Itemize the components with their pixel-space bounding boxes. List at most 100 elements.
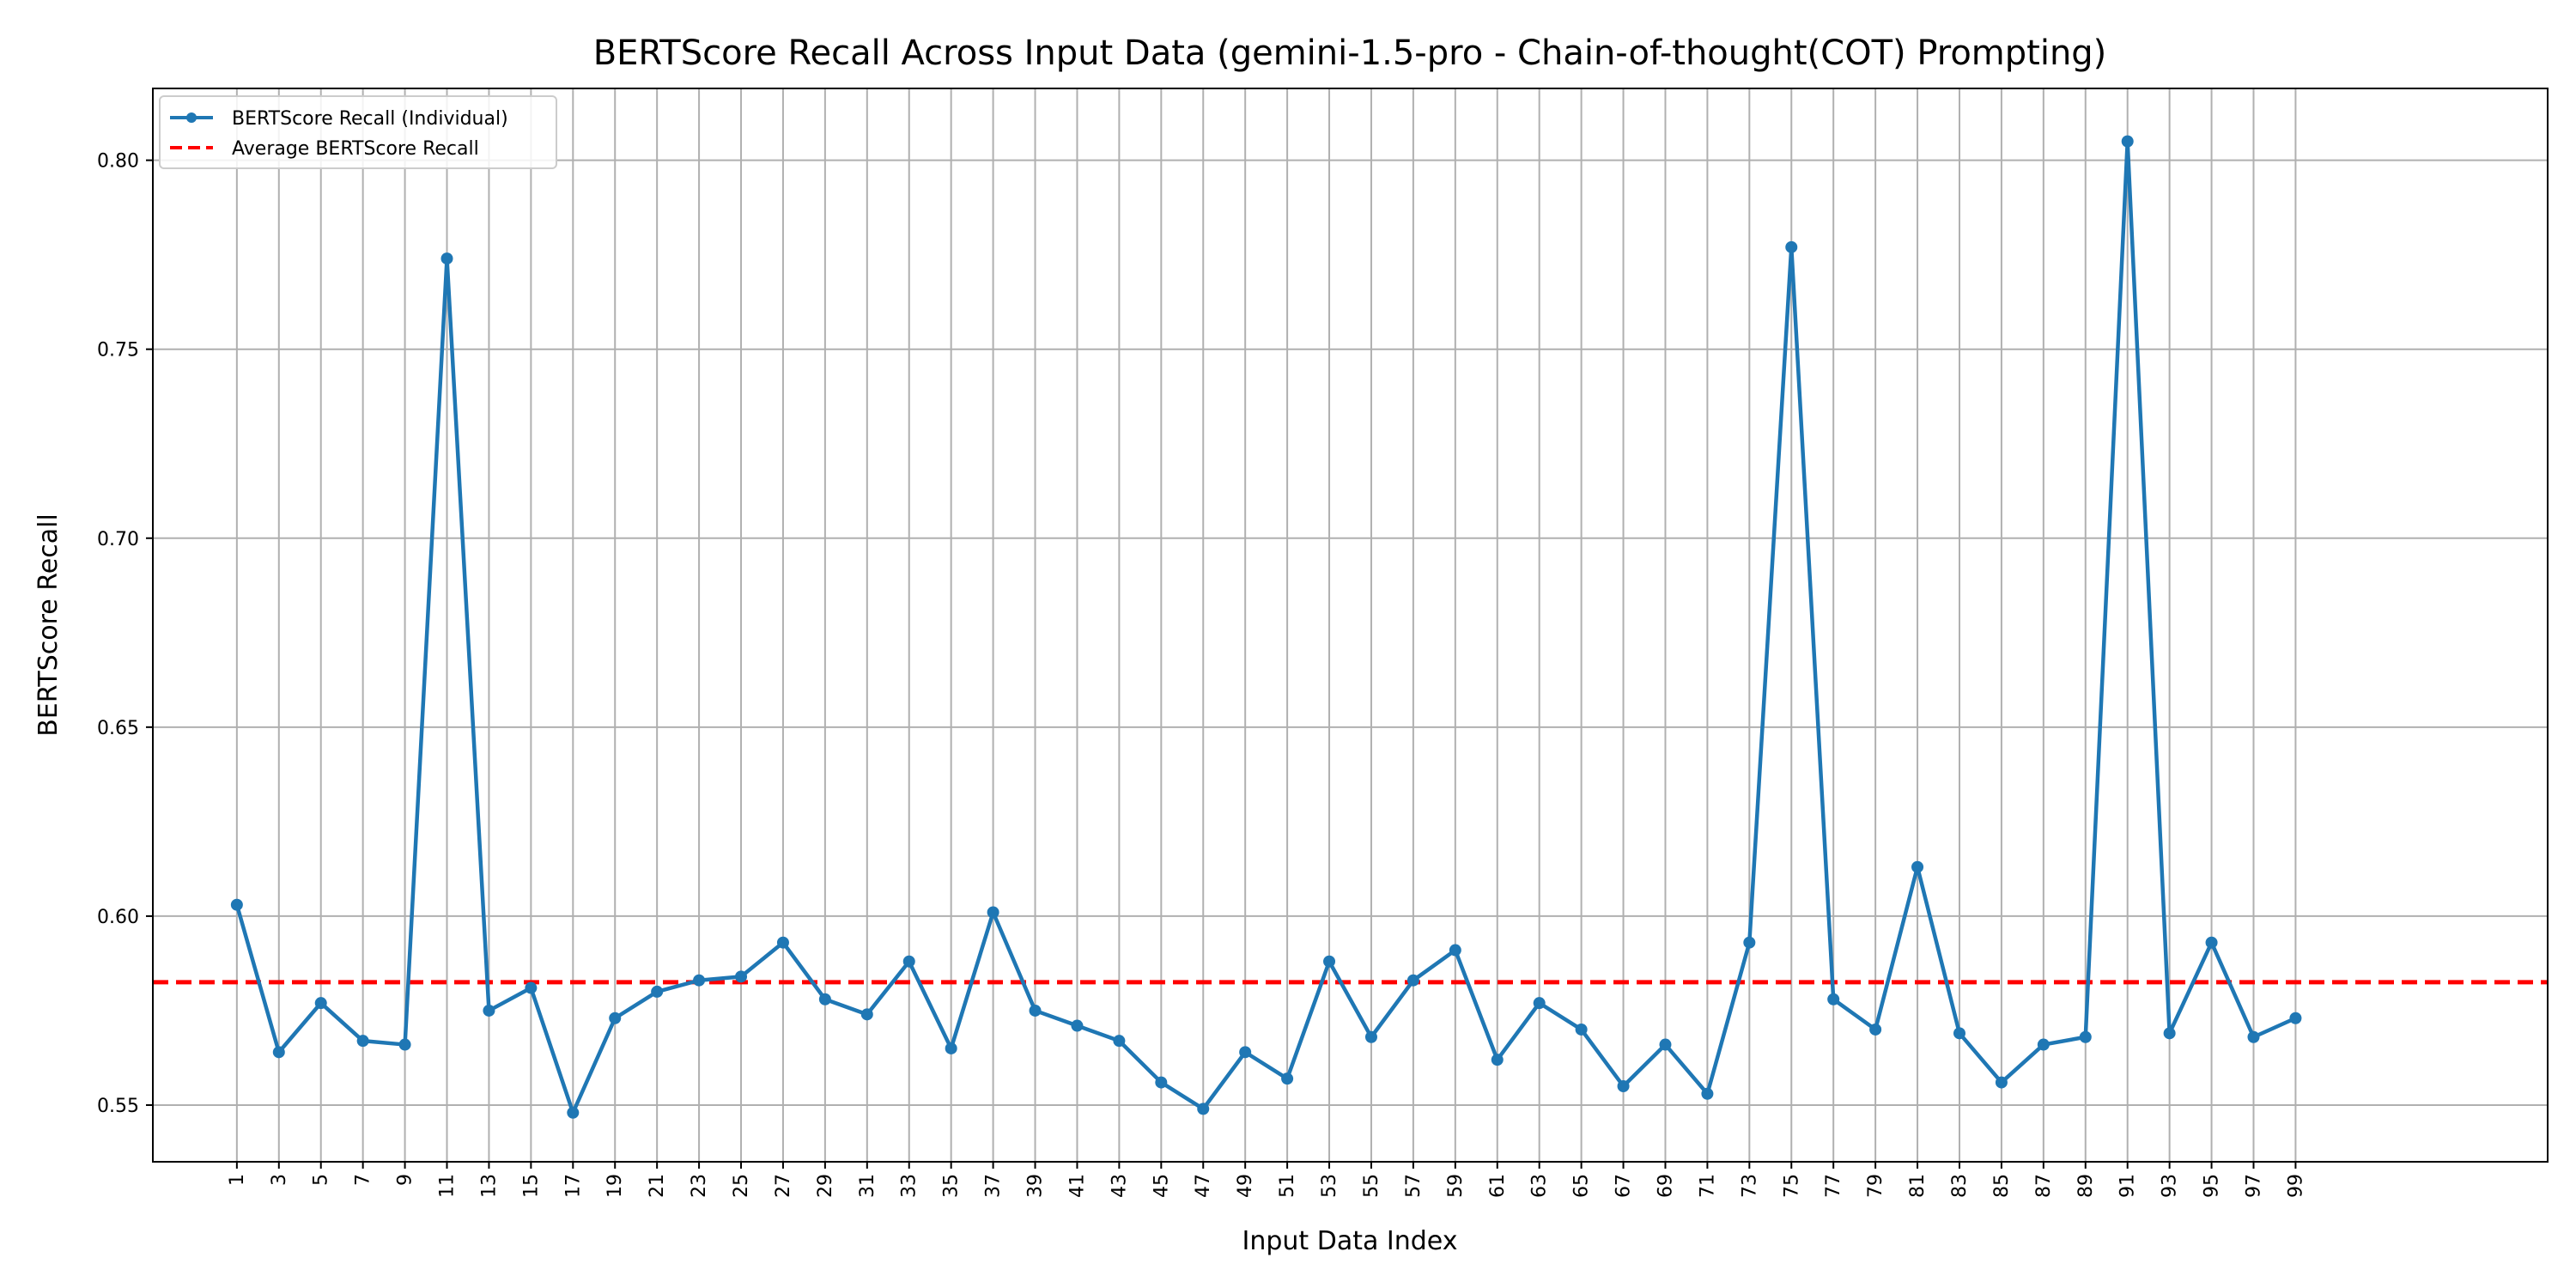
x-tick-label: 13	[478, 1174, 500, 1198]
y-axis-ticks: 0.55 0.60 0.65 0.70 0.75 0.80	[97, 151, 153, 1117]
x-tick-label: 21	[647, 1174, 668, 1198]
data-point	[1701, 1087, 1714, 1100]
x-tick-label: 11	[437, 1174, 459, 1198]
x-tick-label: 3	[269, 1174, 290, 1186]
x-tick-label: 7	[353, 1174, 374, 1186]
data-point	[1533, 997, 1546, 1010]
x-tick-label: 17	[562, 1174, 584, 1198]
x-tick-label: 69	[1655, 1174, 1676, 1198]
x-tick-label: 35	[941, 1174, 963, 1198]
legend-marker-individual	[186, 112, 197, 123]
y-tick-label: 0.60	[97, 907, 139, 928]
x-tick-label: 61	[1487, 1174, 1509, 1198]
x-tick-label: 71	[1697, 1174, 1718, 1198]
x-tick-label: 85	[1991, 1174, 2013, 1198]
x-tick-label: 67	[1613, 1174, 1635, 1198]
data-point	[1071, 1019, 1084, 1032]
plot-frame	[152, 88, 2549, 1163]
data-point	[1617, 1079, 1630, 1092]
x-tick-label: 65	[1571, 1174, 1593, 1198]
y-tick-label: 0.70	[97, 529, 139, 550]
data-point	[2205, 936, 2218, 949]
x-tick-label: 57	[1403, 1174, 1425, 1198]
data-point	[693, 974, 706, 987]
x-tick-label: 47	[1193, 1174, 1214, 1198]
data-point	[1406, 974, 1419, 987]
x-tick-label: 41	[1066, 1174, 1088, 1198]
x-tick-label: 89	[2075, 1174, 2097, 1198]
x-axis-ticks: 1 3 5 7 9 11 13 15 17 19 21 23 25 27 29 31 33 35 37 39 41 43 4…	[227, 1162, 2306, 1198]
data-point	[440, 252, 453, 265]
x-tick-label: 27	[773, 1174, 794, 1198]
x-axis-label: Input Data Index	[1242, 1226, 1458, 1256]
data-point	[1364, 1030, 1377, 1043]
x-tick-label: 97	[2243, 1174, 2264, 1198]
data-point	[1995, 1076, 2008, 1089]
y-tick-label: 0.55	[97, 1096, 139, 1117]
data-point	[1029, 1004, 1042, 1017]
x-tick-label: 63	[1529, 1174, 1551, 1198]
data-point	[945, 1042, 957, 1054]
data-point	[567, 1106, 580, 1119]
data-point	[902, 955, 915, 968]
x-tick-label: 73	[1739, 1174, 1760, 1198]
data-point	[1491, 1054, 1504, 1066]
data-point	[860, 1008, 873, 1021]
data-point	[1323, 955, 1336, 968]
data-point	[525, 981, 538, 994]
data-point	[1911, 860, 1924, 873]
x-tick-label: 37	[983, 1174, 1005, 1198]
x-tick-label: 99	[2285, 1174, 2306, 1198]
data-point	[735, 970, 748, 983]
legend-label-average: Average BERTScore Recall	[232, 138, 479, 160]
x-tick-label: 83	[1949, 1174, 1971, 1198]
data-point	[651, 985, 664, 998]
data-point	[398, 1038, 411, 1051]
data-point	[1659, 1038, 1672, 1051]
x-tick-label: 95	[2202, 1174, 2223, 1198]
x-tick-label: 49	[1235, 1174, 1256, 1198]
x-tick-label: 75	[1781, 1174, 1802, 1198]
y-axis-label: BERTScore Recall	[33, 513, 64, 737]
data-point	[1449, 944, 1461, 957]
chart-title: BERTScore Recall Across Input Data (gemi…	[593, 33, 2107, 73]
data-point	[987, 906, 999, 919]
data-point	[818, 993, 831, 1005]
data-point	[1197, 1103, 1210, 1115]
legend-label-individual: BERTScore Recall (Individual)	[232, 108, 508, 130]
x-tick-label: 93	[2160, 1174, 2181, 1198]
x-tick-label: 51	[1277, 1174, 1298, 1198]
x-tick-label: 91	[2117, 1174, 2139, 1198]
y-tick-label: 0.80	[97, 151, 139, 173]
data-point	[356, 1035, 369, 1048]
data-point	[1743, 936, 1756, 949]
x-tick-label: 81	[1907, 1174, 1929, 1198]
x-tick-label: 59	[1445, 1174, 1467, 1198]
data-point	[272, 1046, 285, 1059]
x-tick-label: 25	[731, 1174, 752, 1198]
data-point	[1953, 1027, 1965, 1040]
data-point	[1113, 1035, 1126, 1048]
legend-box	[159, 95, 557, 169]
series-line-individual	[234, 139, 2297, 1115]
x-tick-label: 5	[311, 1174, 332, 1186]
data-point	[1785, 240, 1798, 253]
data-point	[1155, 1076, 1168, 1089]
series-layer	[230, 135, 2302, 1119]
data-point	[609, 1012, 622, 1024]
data-point	[2289, 1012, 2302, 1024]
data-point	[483, 1004, 495, 1017]
y-tick-label: 0.65	[97, 718, 139, 739]
x-tick-label: 53	[1319, 1174, 1340, 1198]
data-point	[230, 898, 243, 911]
data-point	[2079, 1030, 2092, 1043]
data-point	[2037, 1038, 2050, 1051]
x-tick-label: 87	[2033, 1174, 2055, 1198]
data-point	[1575, 1023, 1588, 1036]
x-tick-label: 29	[815, 1174, 836, 1198]
x-tick-label: 19	[605, 1174, 626, 1198]
x-tick-label: 9	[395, 1174, 416, 1186]
x-tick-label: 23	[689, 1174, 710, 1198]
x-tick-label: 77	[1823, 1174, 1844, 1198]
